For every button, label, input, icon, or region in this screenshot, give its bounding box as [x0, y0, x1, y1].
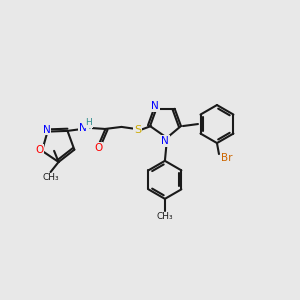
Text: O: O	[35, 145, 43, 155]
Text: CH₃: CH₃	[157, 212, 173, 221]
Text: N: N	[161, 136, 169, 146]
Text: H: H	[85, 118, 92, 127]
Text: H: H	[84, 121, 91, 131]
Text: S: S	[134, 125, 141, 135]
Text: N: N	[79, 123, 86, 133]
Text: Br: Br	[221, 153, 233, 163]
Text: N: N	[152, 101, 159, 111]
Text: N: N	[43, 124, 50, 135]
Text: O: O	[94, 143, 103, 153]
Text: CH₃: CH₃	[42, 173, 59, 182]
